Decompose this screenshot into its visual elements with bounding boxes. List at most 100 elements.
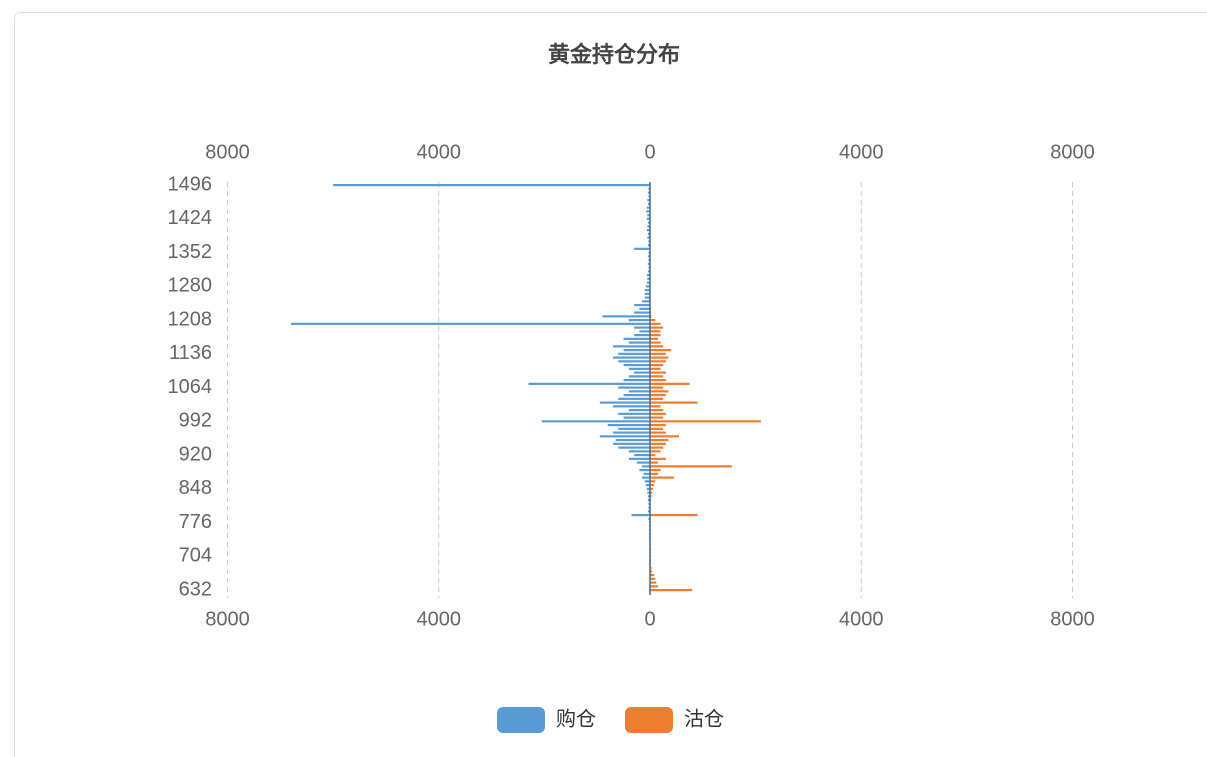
- bar: [645, 484, 650, 487]
- y-tick-label: 1280: [168, 275, 213, 297]
- bar: [650, 514, 698, 517]
- bar: [290, 322, 650, 325]
- chart-title: 黄金持仓分布: [548, 42, 680, 67]
- bar: [650, 356, 669, 359]
- bar: [634, 334, 650, 337]
- bar: [648, 240, 650, 243]
- bar: [650, 577, 656, 580]
- bar: [648, 251, 650, 254]
- bar: [647, 225, 650, 228]
- bar: [618, 352, 650, 355]
- bar: [648, 502, 650, 505]
- bar: [650, 472, 658, 475]
- bar: [650, 315, 652, 318]
- bar: [646, 217, 650, 220]
- bar: [650, 566, 652, 569]
- y-tick-label: 1136: [169, 342, 212, 364]
- bar: [648, 266, 650, 269]
- y-tick-label: 632: [179, 578, 212, 600]
- bar: [541, 420, 650, 423]
- bar: [650, 405, 661, 408]
- x-tick-label: 4000: [839, 608, 884, 630]
- bar: [615, 439, 650, 442]
- bar: [602, 315, 650, 318]
- bar: [650, 465, 732, 468]
- bar: [642, 300, 650, 303]
- bar: [628, 367, 650, 370]
- bar: [644, 289, 650, 292]
- bar: [623, 349, 650, 352]
- bar: [647, 255, 650, 258]
- bar: [642, 465, 650, 468]
- bar: [647, 262, 650, 265]
- bar: [650, 386, 664, 389]
- bar: [634, 311, 650, 314]
- bar: [628, 409, 650, 412]
- y-tick-label: 1064: [168, 376, 213, 398]
- legend-swatch: [625, 707, 673, 733]
- bar: [650, 412, 666, 415]
- bar: [647, 221, 650, 224]
- bar: [631, 514, 650, 517]
- bar: [650, 491, 653, 494]
- y-tick-label: 920: [179, 443, 212, 465]
- bar: [647, 510, 650, 513]
- bar: [634, 371, 650, 374]
- bar: [528, 382, 650, 385]
- bar: [650, 319, 656, 322]
- x-tick-label: 4000: [417, 608, 462, 630]
- bar: [646, 281, 650, 284]
- bar: [650, 322, 661, 325]
- bar: [613, 442, 650, 445]
- bar: [650, 352, 666, 355]
- bar: [634, 454, 650, 457]
- bar: [650, 495, 652, 498]
- legend-label: 沽仓: [684, 707, 724, 730]
- bar: [647, 244, 650, 247]
- bar: [647, 270, 650, 273]
- bar: [650, 454, 656, 457]
- bar: [650, 345, 664, 348]
- x-tick-label: 8000: [205, 608, 250, 630]
- bar: [650, 337, 658, 340]
- bar: [650, 420, 761, 423]
- bar: [650, 375, 664, 378]
- bar: [650, 379, 666, 382]
- y-tick-label: 776: [179, 511, 212, 533]
- bar: [650, 371, 666, 374]
- bar: [650, 427, 664, 430]
- bar: [599, 401, 650, 404]
- y-tick-label: 1352: [168, 241, 213, 263]
- bar: [648, 517, 650, 520]
- bar: [650, 589, 693, 592]
- bar: [650, 334, 661, 337]
- bar: [646, 229, 650, 232]
- bar: [650, 574, 655, 577]
- bar: [650, 581, 657, 584]
- bar: [650, 439, 669, 442]
- y-tick-label: 704: [179, 545, 212, 567]
- bar: [647, 191, 650, 194]
- bar: [650, 476, 674, 479]
- bar: [650, 487, 654, 490]
- x-tick-label: 0: [644, 608, 655, 630]
- bar: [644, 480, 650, 483]
- bar: [599, 435, 650, 438]
- bar: [650, 585, 658, 588]
- bar: [644, 296, 650, 299]
- bar: [618, 446, 650, 449]
- bar: [618, 360, 650, 363]
- bar: [647, 277, 650, 280]
- bar: [650, 461, 658, 464]
- y-tick-label: 1208: [168, 308, 213, 330]
- bar: [646, 210, 650, 213]
- bar: [647, 499, 650, 502]
- bar: [628, 375, 650, 378]
- bar: [650, 469, 661, 472]
- bar: [647, 214, 650, 217]
- bar: [650, 330, 661, 333]
- bar: [623, 394, 650, 397]
- bar: [628, 341, 650, 344]
- bar: [650, 484, 655, 487]
